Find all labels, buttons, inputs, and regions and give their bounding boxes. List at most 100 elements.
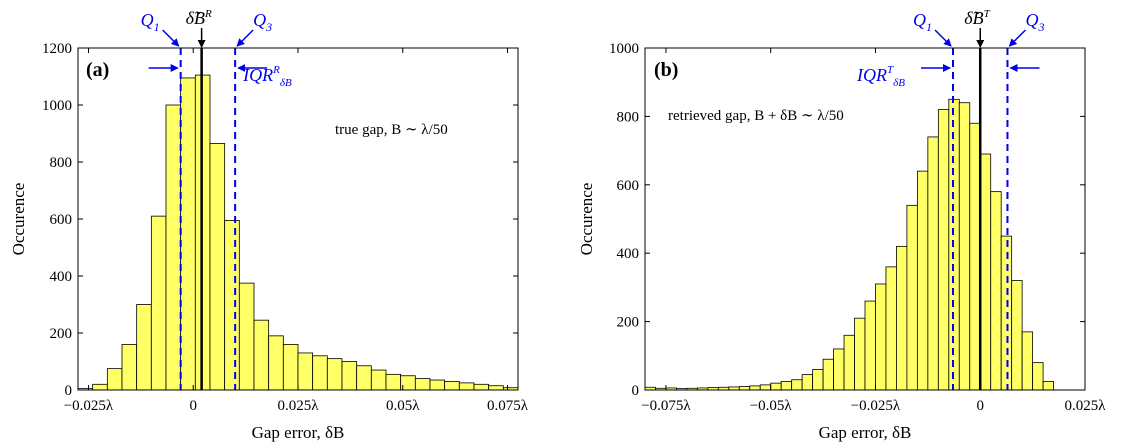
bar-b [875, 283, 887, 391]
xtick-label-b: −0.075λ [641, 398, 691, 414]
bar-a [282, 343, 299, 391]
ytick-label-a: 600 [50, 212, 73, 228]
bar-a [414, 378, 431, 391]
ytick-label-a: 400 [50, 269, 73, 285]
bar-b [780, 381, 793, 391]
bar-a [341, 361, 358, 391]
bar-b [979, 153, 992, 391]
bar-a [326, 358, 343, 391]
q1-label-b: Q1 [913, 10, 932, 34]
q1-arrow-a [162, 29, 180, 47]
q3-label-a: Q3 [253, 10, 272, 34]
bar-b [896, 245, 908, 391]
bar-a [312, 355, 328, 391]
bar-a [165, 104, 182, 391]
histogram-bars-b [644, 98, 1054, 391]
median-label-a: δ̃BR [186, 8, 212, 28]
bar-b [854, 317, 866, 391]
bar-b [822, 358, 834, 391]
bar-b [1000, 235, 1013, 391]
bar-b [916, 170, 929, 391]
bar-a [253, 319, 270, 391]
bar-b [759, 384, 772, 391]
xtick-label-b: 0.025λ [1064, 398, 1106, 414]
ytick-label-a: 0 [65, 383, 73, 399]
xtick-label-a: 0.025λ [277, 398, 319, 414]
plot-frame-b [644, 47, 1086, 391]
bar-a [429, 379, 446, 391]
bar-a [268, 335, 284, 391]
ytick-label-b: 0 [632, 383, 640, 399]
ytick-label-b: 1000 [609, 41, 639, 57]
bar-b [1032, 362, 1044, 391]
bar-b [770, 382, 782, 391]
bar-a [356, 365, 372, 391]
bar-b [927, 136, 939, 391]
xtick-label-a: 0.05λ [386, 398, 420, 414]
bar-b [885, 266, 897, 391]
bar-a [180, 77, 196, 391]
ytick-label-a: 1000 [42, 98, 72, 114]
bar-b [833, 348, 845, 391]
ytick-label-b: 200 [617, 315, 640, 331]
bar-b [812, 369, 824, 391]
bar-a [224, 220, 240, 391]
annotation-a: true gap, B ∼ λ/50 [335, 122, 448, 138]
bar-a [458, 382, 475, 391]
ytick-label-b: 800 [617, 109, 640, 125]
panel-label-a: (a) [86, 59, 109, 81]
xlabel-a: Gap error, δB [252, 423, 345, 442]
bar-a [370, 369, 387, 391]
ytick-label-a: 1200 [42, 41, 72, 57]
ytick-label-b: 600 [617, 178, 640, 194]
xtick-label-a: −0.025λ [64, 398, 114, 414]
bar-b [801, 374, 814, 391]
panel-b: 0 200 400 600 800 1000 −0.075λ −0.05λ −0.025λ 0 0.… [577, 8, 1106, 442]
xtick-label-b: 0 [976, 398, 984, 414]
ytick-label-b: 400 [617, 246, 640, 262]
ytick-label-a: 800 [50, 155, 73, 171]
bar-a [150, 215, 167, 391]
bar-a [488, 385, 504, 391]
bar-a [106, 368, 123, 391]
bar-b [843, 334, 855, 391]
q3-arrow-b [1008, 29, 1027, 47]
bar-a [238, 282, 255, 391]
bar-b [749, 385, 761, 391]
annotation-b: retrieved gap, B + δB ∼ λ/50 [668, 108, 844, 124]
bar-b [990, 191, 1002, 391]
ytick-label-a: 200 [50, 326, 73, 342]
bar-a [92, 383, 108, 391]
q1-label-a: Q1 [141, 10, 160, 34]
bar-b [948, 98, 960, 391]
bar-b [738, 386, 751, 391]
xtick-label-a: 0 [189, 398, 197, 414]
bar-b [791, 379, 803, 391]
median-label-b: δ̃BT [964, 8, 990, 28]
bar-a [136, 304, 152, 391]
bar-b [1011, 280, 1023, 391]
bar-b [958, 102, 971, 391]
bar-b [969, 122, 981, 391]
bar-a [444, 381, 460, 391]
bar-a [209, 143, 226, 391]
bar-b [864, 300, 876, 391]
q1-arrow-b [934, 29, 952, 47]
q3-arrow-a [236, 29, 254, 47]
bar-a [121, 343, 138, 391]
bar-b [906, 204, 918, 391]
xtick-label-b: −0.05λ [750, 398, 793, 414]
iqr-label-b: IQRTδB [856, 64, 905, 89]
bar-a [385, 373, 402, 391]
bar-b [1042, 381, 1054, 391]
xlabel-b: Gap error, δB [819, 423, 912, 442]
bar-a [297, 352, 314, 391]
panel-label-b: (b) [654, 59, 678, 81]
bar-b [937, 109, 950, 391]
iqr-label-a: IQRRδB [242, 64, 292, 89]
xtick-label-b: −0.025λ [851, 398, 901, 414]
bar-a [473, 383, 490, 391]
xtick-label-a: 0.075λ [487, 398, 529, 414]
ylabel-a: Occurence [9, 183, 28, 256]
